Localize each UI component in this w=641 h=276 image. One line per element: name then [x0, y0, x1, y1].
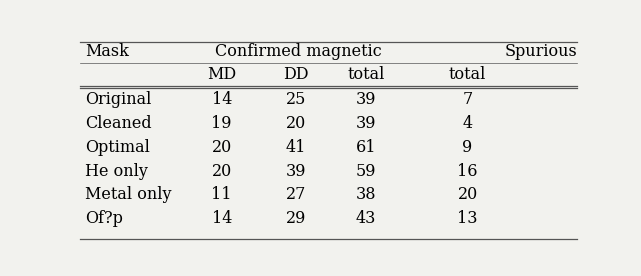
Text: 27: 27	[286, 186, 306, 203]
Text: 38: 38	[356, 186, 376, 203]
Text: Mask: Mask	[85, 43, 129, 60]
Text: 16: 16	[458, 163, 478, 180]
Text: 39: 39	[356, 115, 376, 132]
Text: MD: MD	[207, 66, 237, 83]
Text: 59: 59	[356, 163, 376, 180]
Text: 9: 9	[463, 139, 472, 156]
Text: 13: 13	[458, 210, 478, 227]
Text: Spurious: Spurious	[504, 43, 577, 60]
Text: 19: 19	[212, 115, 232, 132]
Text: DD: DD	[283, 66, 309, 83]
Text: 20: 20	[212, 139, 232, 156]
Text: 20: 20	[458, 186, 478, 203]
Text: total: total	[449, 66, 487, 83]
Text: 29: 29	[286, 210, 306, 227]
Text: 39: 39	[286, 163, 306, 180]
Text: 43: 43	[356, 210, 376, 227]
Text: Metal only: Metal only	[85, 186, 172, 203]
Text: 7: 7	[463, 91, 472, 108]
Text: 4: 4	[463, 115, 472, 132]
Text: Original: Original	[85, 91, 151, 108]
Text: 39: 39	[356, 91, 376, 108]
Text: He only: He only	[85, 163, 148, 180]
Text: 20: 20	[286, 115, 306, 132]
Text: Of?p: Of?p	[85, 210, 123, 227]
Text: 41: 41	[286, 139, 306, 156]
Text: 20: 20	[212, 163, 232, 180]
Text: 25: 25	[286, 91, 306, 108]
Text: Cleaned: Cleaned	[85, 115, 152, 132]
Text: 11: 11	[212, 186, 232, 203]
Text: Optimal: Optimal	[85, 139, 150, 156]
Text: 14: 14	[212, 91, 232, 108]
Text: 61: 61	[356, 139, 376, 156]
Text: total: total	[347, 66, 385, 83]
Text: Confirmed magnetic: Confirmed magnetic	[215, 43, 382, 60]
Text: 14: 14	[212, 210, 232, 227]
